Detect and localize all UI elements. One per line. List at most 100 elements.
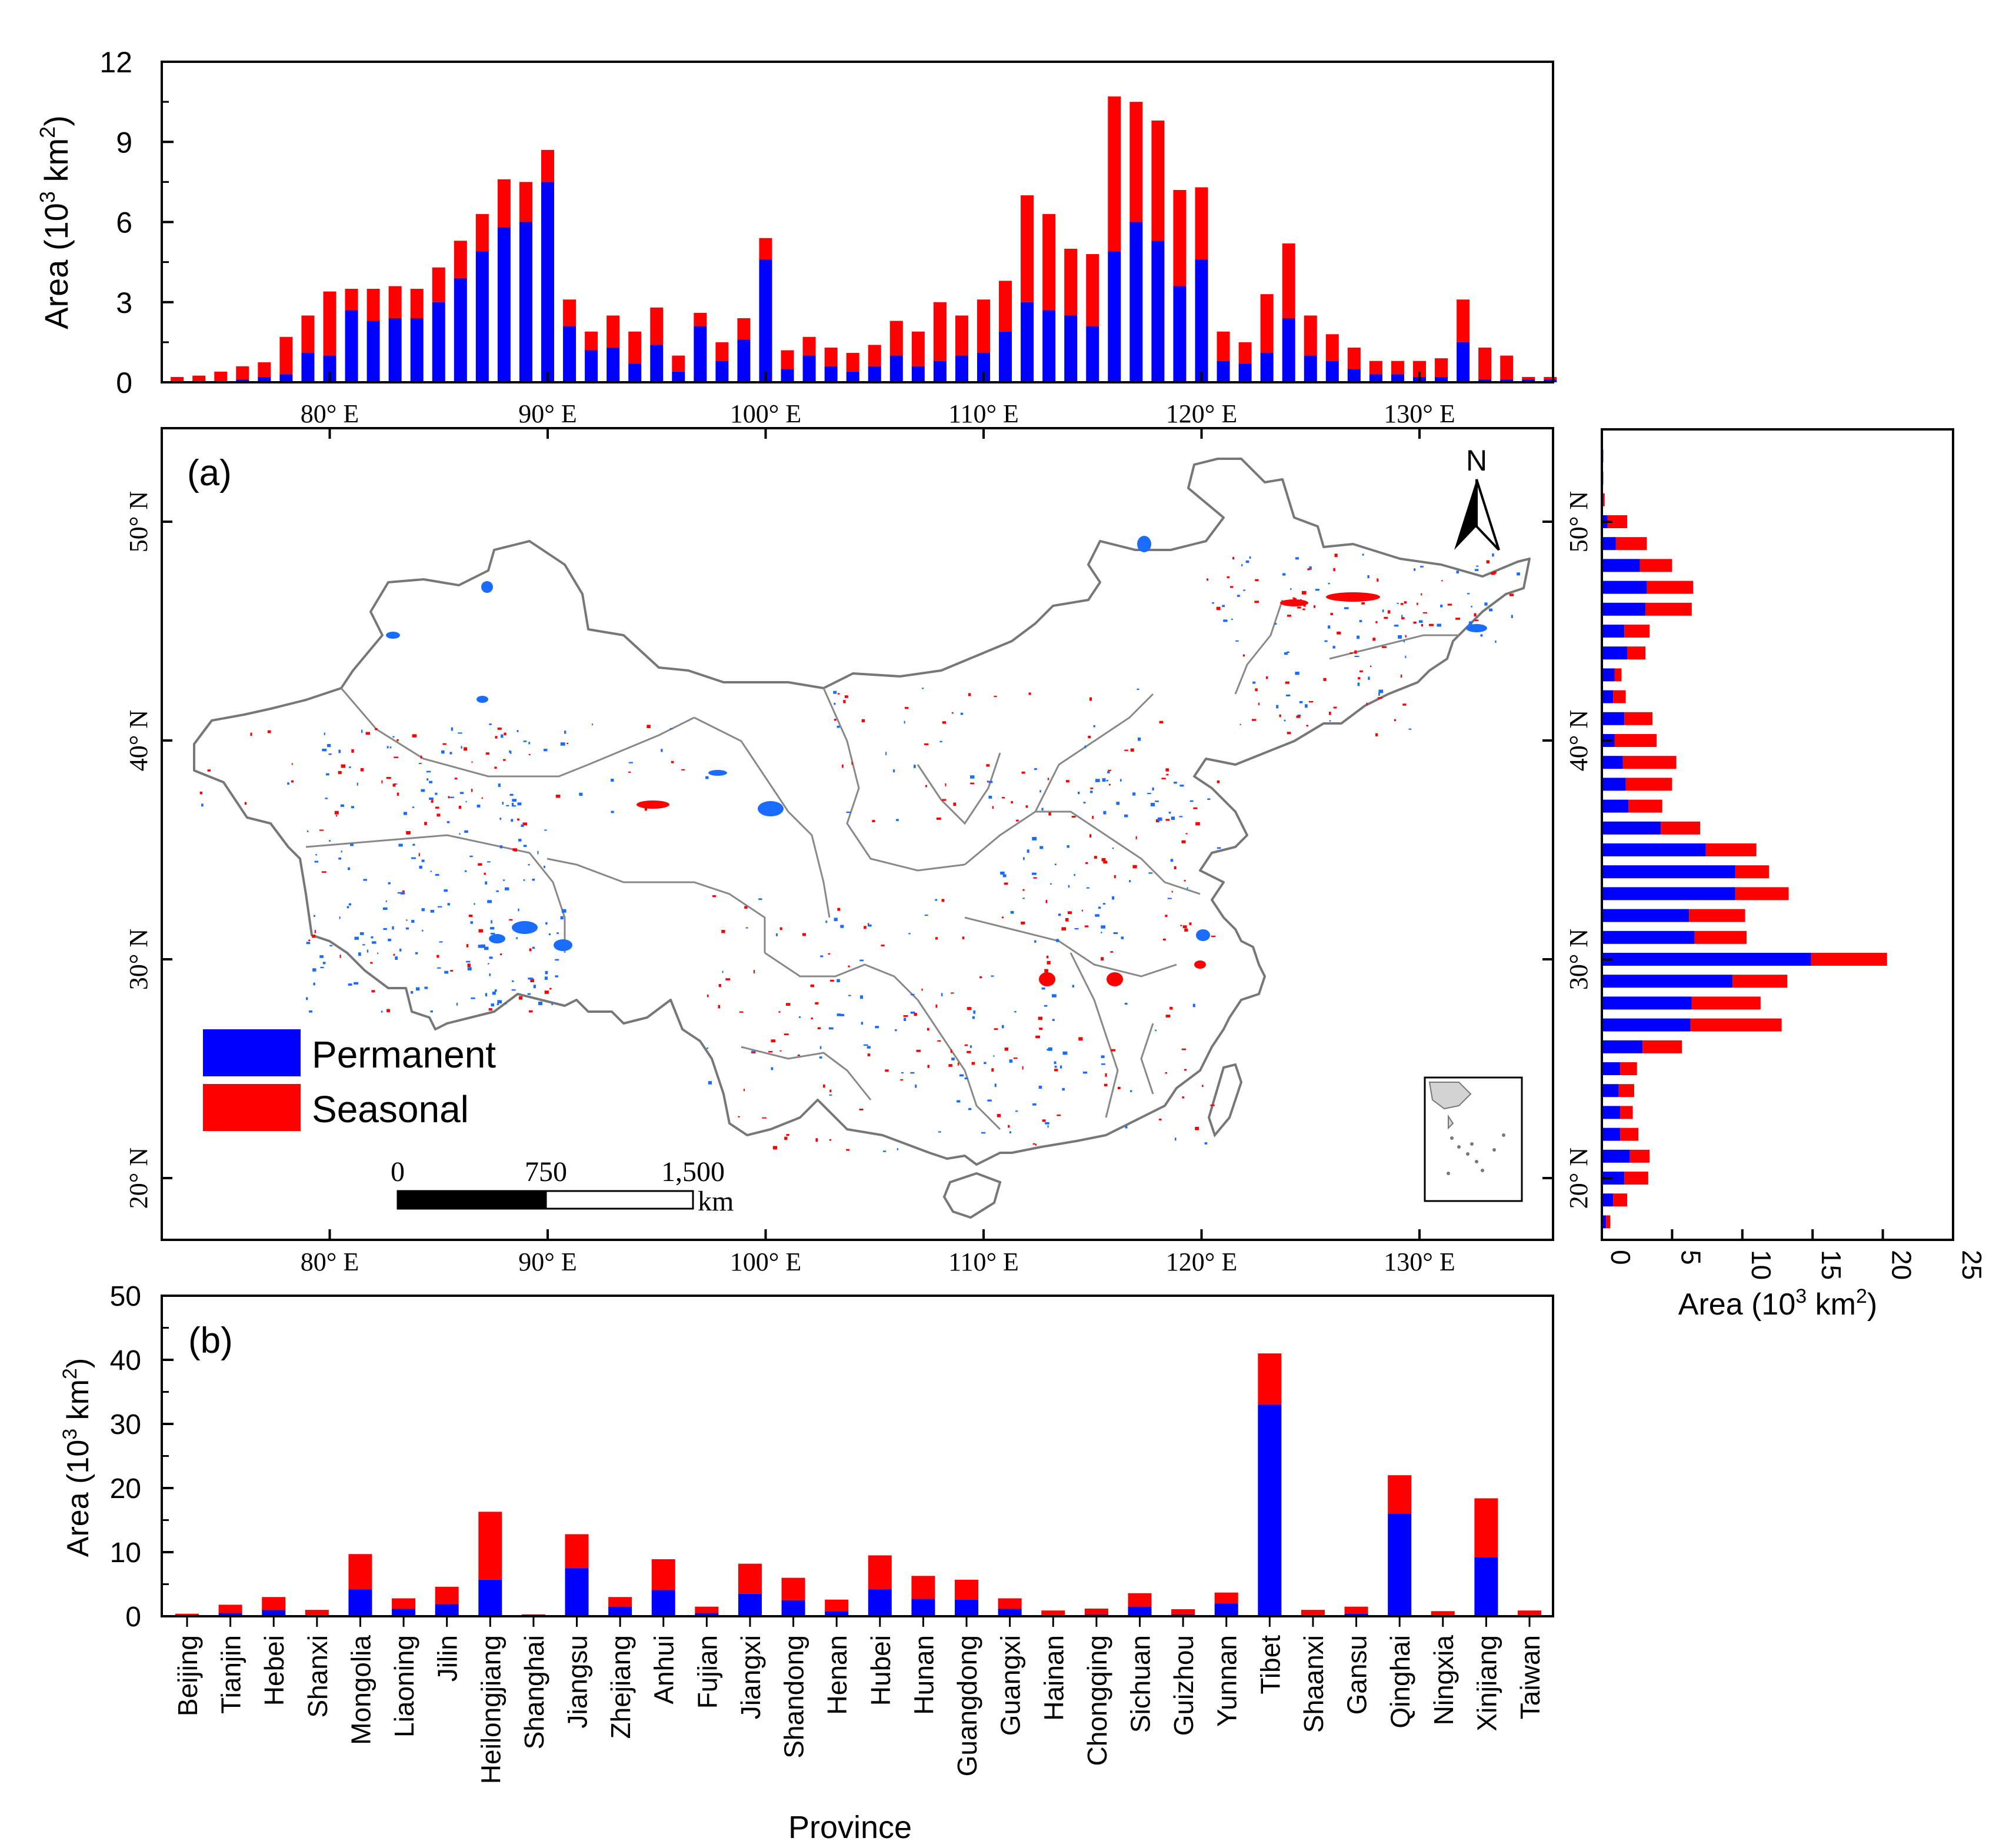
water-dot	[339, 955, 341, 958]
top-y-axis-title: Area (103 km2)	[35, 115, 75, 329]
legend: Permanent Seasonal	[203, 1029, 496, 1131]
taiwan-outline	[1207, 1063, 1243, 1138]
water-dot	[1357, 635, 1360, 639]
water-dot	[725, 978, 731, 980]
water-dot	[1057, 1114, 1061, 1116]
water-dot	[495, 736, 498, 739]
top-permanent-bar	[1151, 241, 1165, 382]
bottom-permanent-bar	[1128, 1606, 1152, 1616]
water-dot	[412, 734, 417, 738]
right-seasonal-bar	[1640, 559, 1672, 572]
water-dot	[1394, 719, 1396, 722]
water-dot	[430, 870, 432, 872]
water-dot	[1394, 625, 1399, 627]
bottom-y-tick-label: 20	[110, 1473, 141, 1505]
water-dot	[1204, 1142, 1208, 1145]
water-dot	[485, 752, 489, 755]
water-dot	[885, 1069, 889, 1072]
top-seasonal-bar	[737, 318, 751, 340]
water-dot	[885, 752, 887, 755]
water-dot	[1047, 778, 1049, 780]
water-dot	[1337, 631, 1341, 635]
water-dot	[768, 1050, 773, 1053]
water-dot	[496, 1003, 499, 1006]
water-dot	[1174, 1138, 1177, 1141]
scale-bar: 0 750 1,500 km	[391, 1156, 734, 1217]
water-dot	[1112, 847, 1114, 849]
water-dot	[1184, 1069, 1187, 1071]
water-dot	[444, 889, 448, 892]
water-dot	[1092, 816, 1094, 819]
top-permanent-bar	[824, 366, 838, 382]
bottom-seasonal-bar	[825, 1599, 849, 1612]
water-dot	[466, 960, 471, 963]
north-arrow: N	[1454, 444, 1500, 551]
hainan-outline	[942, 1172, 1002, 1219]
top-seasonal-bar	[1195, 187, 1208, 260]
water-dot	[935, 937, 938, 940]
top-permanent-bar	[1021, 302, 1034, 382]
water-dot	[1119, 779, 1122, 782]
water-dot	[986, 764, 990, 767]
bottom-category-label: Qinghai	[1385, 1635, 1415, 1729]
water-dot	[1074, 928, 1079, 930]
water-dot	[1184, 928, 1188, 932]
right-permanent-bar	[1602, 843, 1706, 856]
top-longitude-histogram: 0 3 6 9 12 80° E 90° E 100° E 110° E 120° E 130° E…	[35, 46, 1557, 428]
water-dot	[1480, 634, 1483, 637]
water-dot	[867, 1053, 871, 1056]
water-dot	[431, 800, 434, 803]
top-seasonal-bar	[1021, 195, 1034, 302]
water-dot	[957, 1062, 959, 1066]
water-dot	[458, 805, 462, 809]
water-dot	[1192, 1003, 1195, 1008]
right-seasonal-bar	[1615, 537, 1647, 551]
right-seasonal-bar	[1614, 668, 1622, 682]
water-dot	[1110, 951, 1114, 953]
water-dot	[1167, 898, 1172, 899]
water-dot	[1419, 566, 1424, 568]
water-dot	[1074, 873, 1075, 876]
map-x-tick-label: 130° E	[1384, 1247, 1455, 1276]
water-dot	[306, 942, 311, 945]
water-dot	[1295, 557, 1299, 560]
water-dot	[1010, 910, 1014, 914]
water-dot	[514, 848, 518, 852]
water-dot	[830, 979, 834, 982]
water-dot	[523, 845, 527, 848]
water-dot	[544, 976, 548, 980]
water-dot	[771, 1067, 774, 1070]
water-dot	[1001, 1025, 1004, 1029]
water-dot	[968, 1108, 972, 1110]
water-dot	[1035, 1035, 1040, 1039]
bottom-permanent-bar	[392, 1608, 416, 1616]
water-dot	[991, 1068, 994, 1072]
water-dot	[415, 987, 420, 991]
top-permanent-bar	[1325, 361, 1339, 382]
water-dot	[1357, 682, 1360, 686]
top-seasonal-bar	[345, 289, 358, 311]
water-dot	[1124, 749, 1128, 751]
right-y-tick-label: 40° N	[1564, 710, 1593, 771]
water-dot	[846, 1149, 850, 1151]
right-seasonal-bar	[1628, 799, 1662, 813]
top-seasonal-bar	[1064, 248, 1078, 316]
top-seasonal-bar	[759, 238, 772, 260]
water-dot	[1039, 790, 1041, 793]
water-dot	[1486, 560, 1490, 563]
water-dot	[1101, 1055, 1105, 1058]
water-dot	[861, 1022, 864, 1025]
bottom-category-label: Jiangsu	[562, 1635, 593, 1729]
top-seasonal-bar	[607, 315, 620, 348]
china-outline	[193, 458, 1531, 1166]
water-dot	[444, 970, 449, 974]
water-dot	[1058, 913, 1061, 916]
water-dot	[834, 702, 836, 705]
water-dot	[1106, 779, 1109, 782]
water-dot	[1042, 1119, 1046, 1122]
water-dot	[969, 1045, 972, 1048]
top-x-tick-label: 80° E	[301, 399, 359, 428]
water-dot	[834, 918, 838, 922]
water-dot	[207, 769, 211, 772]
water-dot	[1235, 640, 1239, 642]
